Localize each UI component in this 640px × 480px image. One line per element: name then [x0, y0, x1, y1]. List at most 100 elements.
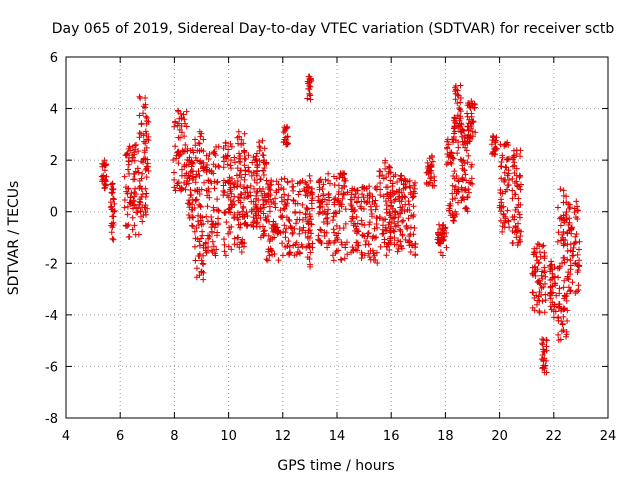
- data-point: [129, 226, 136, 233]
- data-point: [253, 192, 260, 199]
- data-point: [198, 221, 205, 228]
- data-point: [139, 170, 146, 177]
- data-point: [348, 249, 355, 256]
- data-point: [285, 192, 292, 199]
- data-point: [260, 172, 267, 179]
- data-point: [534, 279, 541, 286]
- data-point: [281, 191, 288, 198]
- data-point: [178, 185, 185, 192]
- data-point: [307, 263, 314, 270]
- data-point: [121, 204, 128, 211]
- data-point: [215, 162, 222, 169]
- data-point: [196, 251, 203, 258]
- data-point: [231, 184, 238, 191]
- data-point: [536, 241, 543, 248]
- data-point: [459, 174, 466, 181]
- data-point: [209, 221, 216, 228]
- data-point: [349, 204, 356, 211]
- data-point: [391, 214, 398, 221]
- data-point: [192, 142, 199, 149]
- data-point: [516, 183, 523, 190]
- data-point: [536, 309, 543, 316]
- data-point: [468, 113, 475, 120]
- data-point: [142, 209, 149, 216]
- data-point: [286, 218, 293, 225]
- data-point: [130, 205, 137, 212]
- data-point: [124, 211, 131, 218]
- plot-frame: [65, 56, 609, 419]
- data-point: [187, 192, 194, 199]
- data-point: [384, 243, 391, 250]
- data-point: [349, 187, 356, 194]
- data-point: [200, 136, 207, 143]
- data-point: [455, 139, 462, 146]
- x-tick-label: 24: [600, 429, 617, 444]
- data-point: [261, 204, 268, 211]
- data-point: [233, 172, 240, 179]
- data-point: [468, 125, 475, 132]
- data-point: [552, 282, 559, 289]
- data-point: [256, 185, 263, 192]
- data-point: [132, 146, 139, 153]
- data-point: [136, 129, 143, 136]
- data-point: [559, 320, 566, 327]
- data-point: [468, 175, 475, 182]
- data-point: [377, 179, 384, 186]
- data-point: [353, 199, 360, 206]
- data-point: [564, 307, 571, 314]
- data-point: [228, 223, 235, 230]
- data-point: [511, 152, 518, 159]
- data-point: [406, 177, 413, 184]
- data-point: [386, 208, 393, 215]
- data-point: [553, 292, 560, 299]
- data-point: [289, 230, 296, 237]
- data-point: [539, 275, 546, 282]
- data-point: [402, 184, 409, 191]
- data-point: [513, 165, 520, 172]
- data-point: [509, 240, 516, 247]
- data-point: [387, 233, 394, 240]
- y-tick-label: 6: [50, 51, 58, 66]
- data-point: [534, 240, 541, 247]
- data-point: [391, 234, 398, 241]
- data-point: [540, 283, 547, 290]
- data-point: [542, 273, 549, 280]
- data-point: [445, 159, 452, 166]
- data-point: [180, 111, 187, 118]
- data-point: [513, 178, 520, 185]
- data-point: [184, 145, 191, 152]
- data-point: [171, 176, 178, 183]
- data-point: [125, 145, 132, 152]
- data-point: [569, 279, 576, 286]
- data-point: [329, 217, 336, 224]
- data-point: [254, 164, 261, 171]
- data-point: [290, 183, 297, 190]
- data-point: [566, 205, 573, 212]
- data-point: [511, 191, 518, 198]
- data-point: [131, 171, 138, 178]
- data-point: [342, 244, 349, 251]
- data-points: [98, 73, 583, 376]
- data-point: [339, 170, 346, 177]
- data-point: [194, 218, 201, 225]
- data-point: [198, 160, 205, 167]
- data-point: [268, 247, 275, 254]
- data-point: [136, 112, 143, 119]
- data-point: [560, 284, 567, 291]
- data-point: [451, 123, 458, 130]
- data-point: [231, 235, 238, 242]
- data-point: [549, 299, 556, 306]
- data-point: [542, 297, 549, 304]
- data-point: [573, 231, 580, 238]
- data-point: [142, 128, 149, 135]
- data-point: [399, 218, 406, 225]
- data-point: [245, 164, 252, 171]
- data-point: [177, 134, 184, 141]
- data-point: [317, 203, 324, 210]
- data-point: [543, 337, 550, 344]
- data-point: [186, 201, 193, 208]
- data-point: [282, 229, 289, 236]
- data-point: [253, 179, 260, 186]
- data-point: [127, 194, 134, 201]
- data-point: [340, 190, 347, 197]
